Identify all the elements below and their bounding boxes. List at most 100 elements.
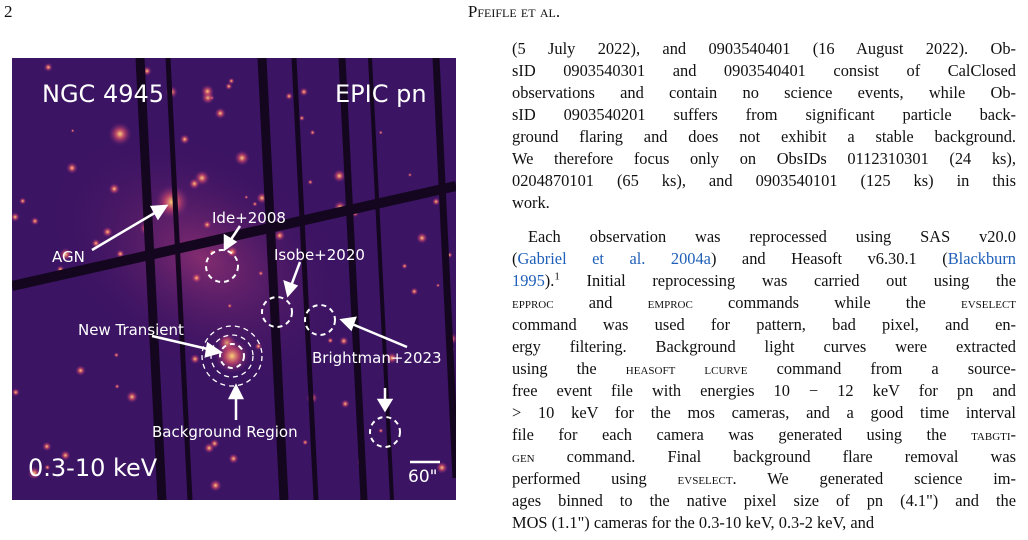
text-line: ergy filtering. Background light curves … (512, 336, 1016, 358)
source (234, 150, 250, 166)
source (18, 197, 27, 205)
source (70, 128, 75, 133)
source (209, 479, 222, 492)
citation-link[interactable]: Gabriel et al. 2004a (517, 249, 711, 268)
source (108, 122, 132, 146)
region-label: Isobe+2020 (274, 246, 365, 264)
text-line: ages binned to the native pixel size of … (512, 490, 1016, 512)
source (435, 283, 441, 288)
regions (201, 249, 401, 448)
source (66, 162, 78, 174)
running-title: Pfeifle et al. (467, 2, 561, 21)
source (45, 85, 52, 92)
chip-gap (165, 58, 193, 500)
text-line: > 10 keV for the mos cameras, and a good… (512, 402, 1016, 424)
source (200, 84, 215, 99)
source (340, 399, 350, 409)
chip-gap (135, 58, 167, 500)
source (60, 450, 71, 461)
text: sID 0903540201 suffers from significant … (512, 105, 1016, 124)
region-label: Brightman+2023 (312, 349, 442, 367)
source (43, 62, 54, 72)
chip-gap (257, 58, 289, 500)
text-line: file for each camera was generated using… (512, 424, 1016, 446)
source (58, 247, 73, 262)
source (407, 172, 413, 178)
text-line: sID 0903540201 suffers from significant … (512, 104, 1016, 126)
paragraph: Each observation was reprocessed using S… (512, 226, 1016, 534)
small-caps-text: epproc (512, 293, 554, 312)
source (410, 287, 419, 296)
text-line: epproc and emproc commands while the evs… (512, 292, 1016, 314)
source (326, 337, 334, 344)
source (339, 336, 349, 346)
text: sID 0903540301 and 0903540401 consist of… (512, 61, 1016, 80)
text-line: work. (512, 192, 1016, 214)
region-label: AGN (52, 248, 85, 266)
text: ). (544, 271, 555, 290)
source (114, 383, 120, 390)
text-line: MOS (1.1") cameras for the 0.3-10 keV, 0… (512, 512, 1016, 534)
source (299, 87, 309, 97)
source (435, 461, 449, 474)
source (30, 216, 40, 226)
scale-label: 60" (408, 467, 437, 487)
source (179, 133, 190, 145)
text: > 10 keV for the mos cameras, and a good… (512, 403, 1016, 422)
chip-gap (432, 58, 456, 479)
source (125, 390, 139, 404)
text: (5 July 2022), and 0903540401 (16 August… (512, 39, 1016, 58)
chip-gap (291, 58, 319, 500)
source (189, 353, 201, 365)
text: command from a source- (747, 359, 1016, 378)
text-line: observations and contain no science even… (512, 82, 1016, 104)
small-caps-text: gen (512, 447, 535, 466)
small-caps-text: emproc (647, 293, 693, 312)
text-line: ground flaring and does not exhibit a st… (512, 126, 1016, 148)
citation-link[interactable]: Blackburn (947, 249, 1016, 268)
source (191, 272, 203, 284)
text: performed using (512, 469, 678, 488)
source (302, 439, 309, 446)
text: free event file with energies 10 − 12 ke… (512, 381, 1016, 400)
text-line: Each observation was reprocessed using S… (512, 226, 1016, 248)
arrows (91, 204, 440, 464)
instrument-label: EPIC pn (335, 80, 427, 108)
region-label: New Transient (78, 321, 184, 339)
text-line: performed using evselect. We generated s… (512, 468, 1016, 490)
source (188, 177, 201, 190)
source (12, 212, 21, 222)
text-line: 1995).1 Initial reprocessing was carried… (512, 270, 1016, 292)
text: observations and contain no science even… (512, 83, 1016, 102)
text-line: (Gabriel et al. 2004a) and Heasoft v6.30… (512, 248, 1016, 270)
source (307, 179, 314, 185)
text: commands while the (692, 293, 961, 312)
source (12, 388, 21, 397)
source (108, 182, 121, 195)
source (332, 169, 347, 183)
text: file for each camera was generated using… (512, 425, 972, 444)
text: ages binned to the native pixel size of … (512, 491, 1016, 510)
text: ground flaring and does not exhibit a st… (512, 127, 1016, 146)
region-label: Ide+2008 (212, 209, 286, 227)
figure: NGC 4945 EPIC pn Ide+2008 AGN Isobe+2020… (12, 58, 456, 500)
source (273, 229, 286, 242)
source (257, 270, 264, 277)
region-label: Background Region (152, 423, 298, 441)
text: ( (512, 249, 518, 268)
text-line: We therefore focus only on ObsIDs 011231… (512, 148, 1016, 170)
source (298, 114, 305, 122)
chip-gap (338, 58, 368, 500)
source (113, 352, 120, 358)
paragraph: (5 July 2022), and 0903540401 (16 August… (512, 38, 1016, 214)
source (75, 365, 87, 377)
page-number: 2 (4, 2, 13, 21)
text: 0204870101 (65 ks), and 0903540101 (125 … (512, 171, 1016, 190)
text: command. Final background flare removal … (534, 447, 1016, 466)
small-caps-text: tabgti- (971, 425, 1016, 444)
chip-gap (368, 58, 394, 500)
citation-link[interactable]: 1995 (512, 271, 545, 290)
galaxy-glow (44, 130, 360, 386)
source (202, 220, 212, 230)
